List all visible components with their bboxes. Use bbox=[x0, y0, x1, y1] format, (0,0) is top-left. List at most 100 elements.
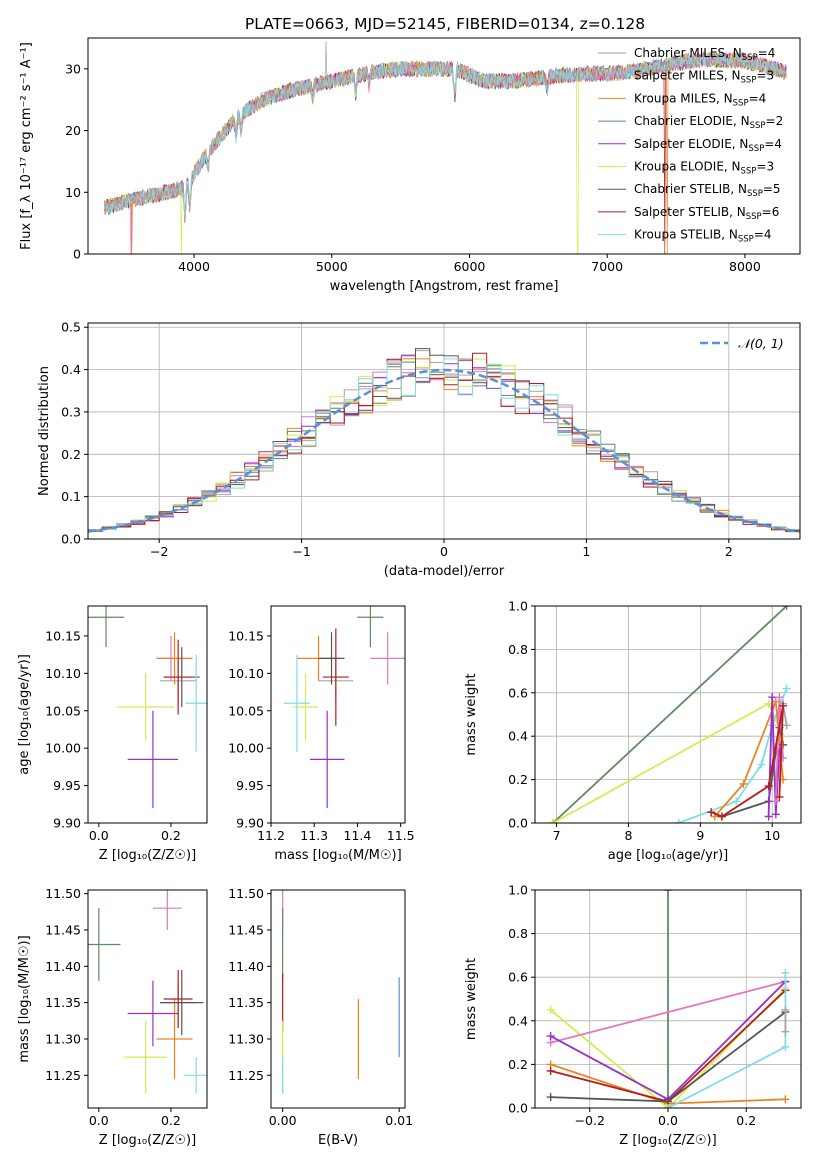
x-tick-label: 1 bbox=[582, 544, 590, 559]
x-tick-label: 11.2 bbox=[257, 828, 285, 843]
spectrum-panel: Chabrier MILES, NSSP=4 Salpeter MILES, NS… bbox=[19, 37, 801, 294]
axes-frame bbox=[87, 37, 801, 255]
y-axis-label: mass weight bbox=[464, 673, 479, 755]
mass_vs_Z-panel: 0.0 0.2 11.25 11.30 11.35 11.40 11.45 11.50 Z [l… bbox=[17, 886, 208, 1148]
weight-marker bbox=[782, 721, 791, 730]
errorbar-kroupa-miles bbox=[156, 632, 193, 685]
x-axis-label: E(B-V) bbox=[318, 1133, 358, 1148]
axes-frame bbox=[87, 605, 208, 824]
spectrum-plot-area bbox=[104, 41, 787, 254]
weight_vs_Z-plot-area bbox=[546, 890, 790, 1108]
y-tick-label: 10.00 bbox=[45, 741, 81, 756]
weight-line bbox=[714, 701, 784, 818]
y-tick-label: 10.15 bbox=[228, 628, 264, 643]
axes-frame bbox=[87, 889, 208, 1109]
weight-marker bbox=[707, 808, 716, 817]
y-tick-label: 11.50 bbox=[228, 886, 264, 901]
y-axis-label: mass weight bbox=[464, 958, 479, 1040]
errorbar-chabrier-stelib bbox=[160, 969, 204, 1036]
mass_vs_Z-plot-area bbox=[88, 890, 207, 1094]
legend-entry: Salpeter ELODIE, NSSP=4 bbox=[634, 137, 782, 154]
y-tick-label: 10.15 bbox=[45, 628, 81, 643]
x-tick-label: 5000 bbox=[316, 259, 348, 274]
legend-entry: Chabrier STELIB, NSSP=5 bbox=[634, 182, 781, 199]
x-tick-label: 7000 bbox=[591, 259, 623, 274]
x-axis-label: Z [log₁₀(Z/Z☉)] bbox=[99, 1133, 196, 1148]
y-tick-label: 11.35 bbox=[228, 995, 264, 1010]
errorbar-salpeter-elodie bbox=[309, 710, 345, 809]
y-tick-label: 0.4 bbox=[508, 729, 528, 744]
errorbar-salpeter-miles bbox=[152, 890, 182, 930]
errorbar-salpeter-stelib bbox=[322, 628, 349, 726]
errorbar-chabrier-stelib bbox=[318, 632, 345, 685]
y-axis-label: age [log₁₀(age/yr)] bbox=[17, 654, 32, 775]
age_vs_Z-panel: 0.0 0.2 9.90 9.95 10.00 10.05 10.10 10.15 Z [log… bbox=[17, 605, 208, 863]
axes-frame bbox=[534, 605, 802, 824]
weight-line bbox=[552, 606, 788, 823]
mass_vs_ebv-panel: 0.00 0.01 11.25 11.30 11.35 11.40 11.45 11.50 E(… bbox=[228, 886, 413, 1148]
x-tick-label: 11.4 bbox=[344, 828, 372, 843]
spectrum-line-kroupa-stelib bbox=[104, 51, 787, 218]
x-tick-label: 11.5 bbox=[387, 828, 415, 843]
weight-marker bbox=[781, 1042, 790, 1051]
y-tick-label: 0.5 bbox=[61, 320, 81, 335]
weight-marker bbox=[779, 701, 788, 710]
weight-marker bbox=[546, 1066, 555, 1075]
errorbar-salpeter-stelib bbox=[163, 969, 193, 1029]
weight-marker bbox=[764, 812, 773, 821]
weight-marker bbox=[546, 1093, 555, 1102]
y-tick-label: 0.6 bbox=[508, 685, 528, 700]
weight-marker bbox=[775, 693, 784, 702]
y-tick-label: 0.6 bbox=[508, 970, 528, 985]
x-axis-label: Z [log₁₀(Z/Z☉)] bbox=[619, 1133, 716, 1148]
weight-marker bbox=[674, 819, 683, 823]
x-axis-label: wavelength [Angstrom, rest frame] bbox=[330, 279, 559, 294]
weight-marker bbox=[757, 760, 766, 769]
x-tick-label: 8000 bbox=[729, 259, 761, 274]
y-tick-label: 10.05 bbox=[228, 703, 264, 718]
weight-marker bbox=[732, 797, 741, 806]
weight-marker bbox=[771, 797, 780, 806]
y-tick-label: 30 bbox=[65, 61, 81, 76]
weight-line bbox=[550, 980, 786, 1044]
weight-marker bbox=[664, 1104, 672, 1108]
histogram-kroupa-stelib bbox=[88, 358, 800, 533]
weight-marker bbox=[782, 684, 791, 693]
y-tick-label: 20 bbox=[65, 123, 81, 138]
legend-entry: Salpeter MILES, NSSP=3 bbox=[634, 69, 774, 86]
x-tick-label: −1 bbox=[292, 544, 310, 559]
x-tick-label: 0.0 bbox=[89, 828, 109, 843]
x-tick-label: 0.2 bbox=[161, 828, 181, 843]
weight-marker bbox=[717, 812, 726, 821]
y-tick-label: 11.40 bbox=[45, 959, 81, 974]
weight-marker bbox=[546, 1032, 555, 1041]
weight-marker bbox=[775, 792, 784, 801]
legend-entry: Kroupa MILES, NSSP=4 bbox=[634, 91, 766, 108]
x-tick-label: 11.3 bbox=[300, 828, 328, 843]
residuals-panel: 𝒩(0, 1) −2 −1 0 1 2 0.0 0.1 0.2 0.3 0.4 0.5 (data-mo… bbox=[37, 320, 801, 579]
y-tick-label: 11.25 bbox=[45, 1068, 81, 1083]
y-tick-label: 9.90 bbox=[53, 816, 81, 831]
x-axis-label: age [log₁₀(age/yr)] bbox=[608, 848, 729, 863]
x-tick-label: 8 bbox=[624, 828, 632, 843]
x-tick-label: 4000 bbox=[178, 259, 210, 274]
weight-marker bbox=[781, 1027, 790, 1036]
x-tick-label: 0.00 bbox=[269, 1113, 297, 1128]
weight-series-kroupa-miles bbox=[710, 697, 788, 821]
x-axis-label: Z [log₁₀(Z/Z☉)] bbox=[99, 848, 196, 863]
weight-marker bbox=[739, 779, 748, 788]
age_vs_mass-panel: 11.2 11.3 11.4 11.5 9.90 9.95 10.00 10.05 10.10 1… bbox=[228, 605, 415, 863]
figure-title: PLATE=0663, MJD=52145, FIBERID=0134, z=0… bbox=[245, 15, 645, 33]
x-tick-label: −2 bbox=[150, 544, 168, 559]
errorbar-kroupa-stelib bbox=[183, 1057, 207, 1094]
y-tick-label: 0.0 bbox=[508, 816, 528, 831]
errorbar-salpeter-elodie bbox=[127, 710, 179, 809]
x-tick-label: 0 bbox=[440, 544, 448, 559]
x-tick-label: −0.2 bbox=[575, 1113, 605, 1128]
legend-entry: 𝒩(0, 1) bbox=[738, 336, 784, 351]
y-tick-label: 1.0 bbox=[508, 883, 528, 898]
x-tick-label: 0.01 bbox=[385, 1113, 413, 1128]
y-tick-label: 0.4 bbox=[508, 1013, 528, 1028]
weight-series-salpeter-stelib bbox=[707, 701, 788, 821]
y-tick-label: 9.95 bbox=[53, 778, 81, 793]
